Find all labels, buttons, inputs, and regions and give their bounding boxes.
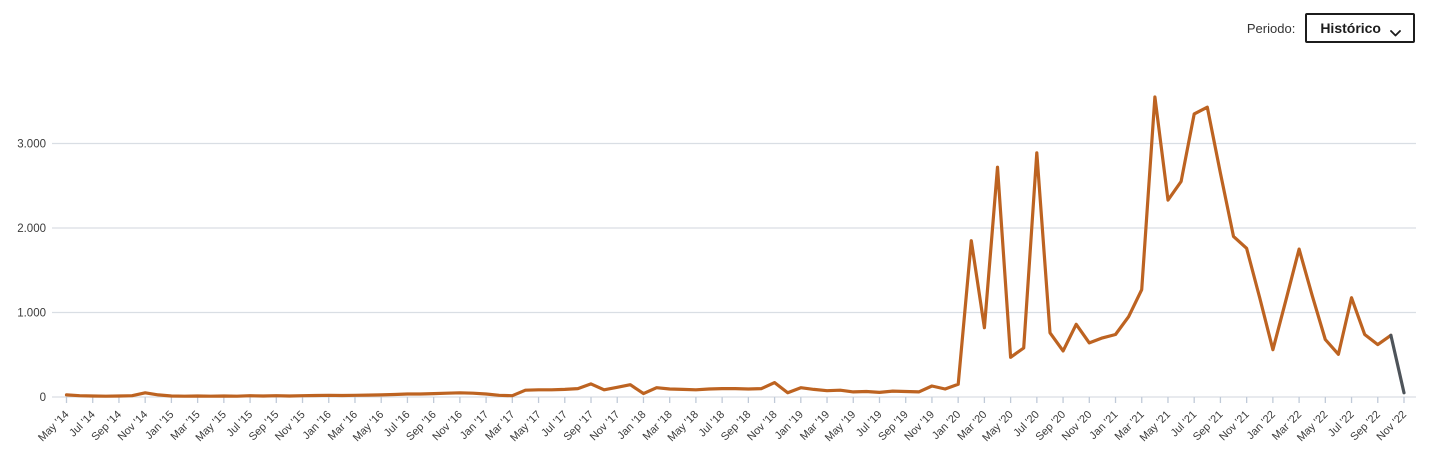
x-axis-label: Nov '17 [588,409,623,444]
x-axis-label: Nov '14 [116,409,151,444]
x-axis-label: Nov '15 [273,409,308,444]
x-axis-label: Nov '18 [745,409,780,444]
y-axis-label: 1.000 [17,308,46,320]
x-axis-label: Nov '16 [430,409,465,444]
y-axis-label: 0 [40,392,46,404]
x-axis-label: Nov '21 [1217,409,1252,444]
x-axis-label: Nov '22 [1375,409,1410,444]
period-dropdown[interactable]: Histórico [1305,13,1415,43]
period-label: Periodo: [1246,20,1296,36]
x-axis-label: May '14 [36,409,71,444]
y-axis-label: 3.000 [17,139,46,151]
chevron-down-icon [1390,25,1401,36]
data-series-final-segment [1389,333,1406,395]
y-axis-label: 2.000 [17,223,46,235]
data-series-line [64,95,1393,398]
period-control: Periodo: Histórico [1247,13,1415,43]
period-dropdown-value: Histórico [1320,20,1381,36]
x-axis-label: Nov '20 [1060,409,1095,444]
x-axis-label: Nov '19 [902,409,937,444]
